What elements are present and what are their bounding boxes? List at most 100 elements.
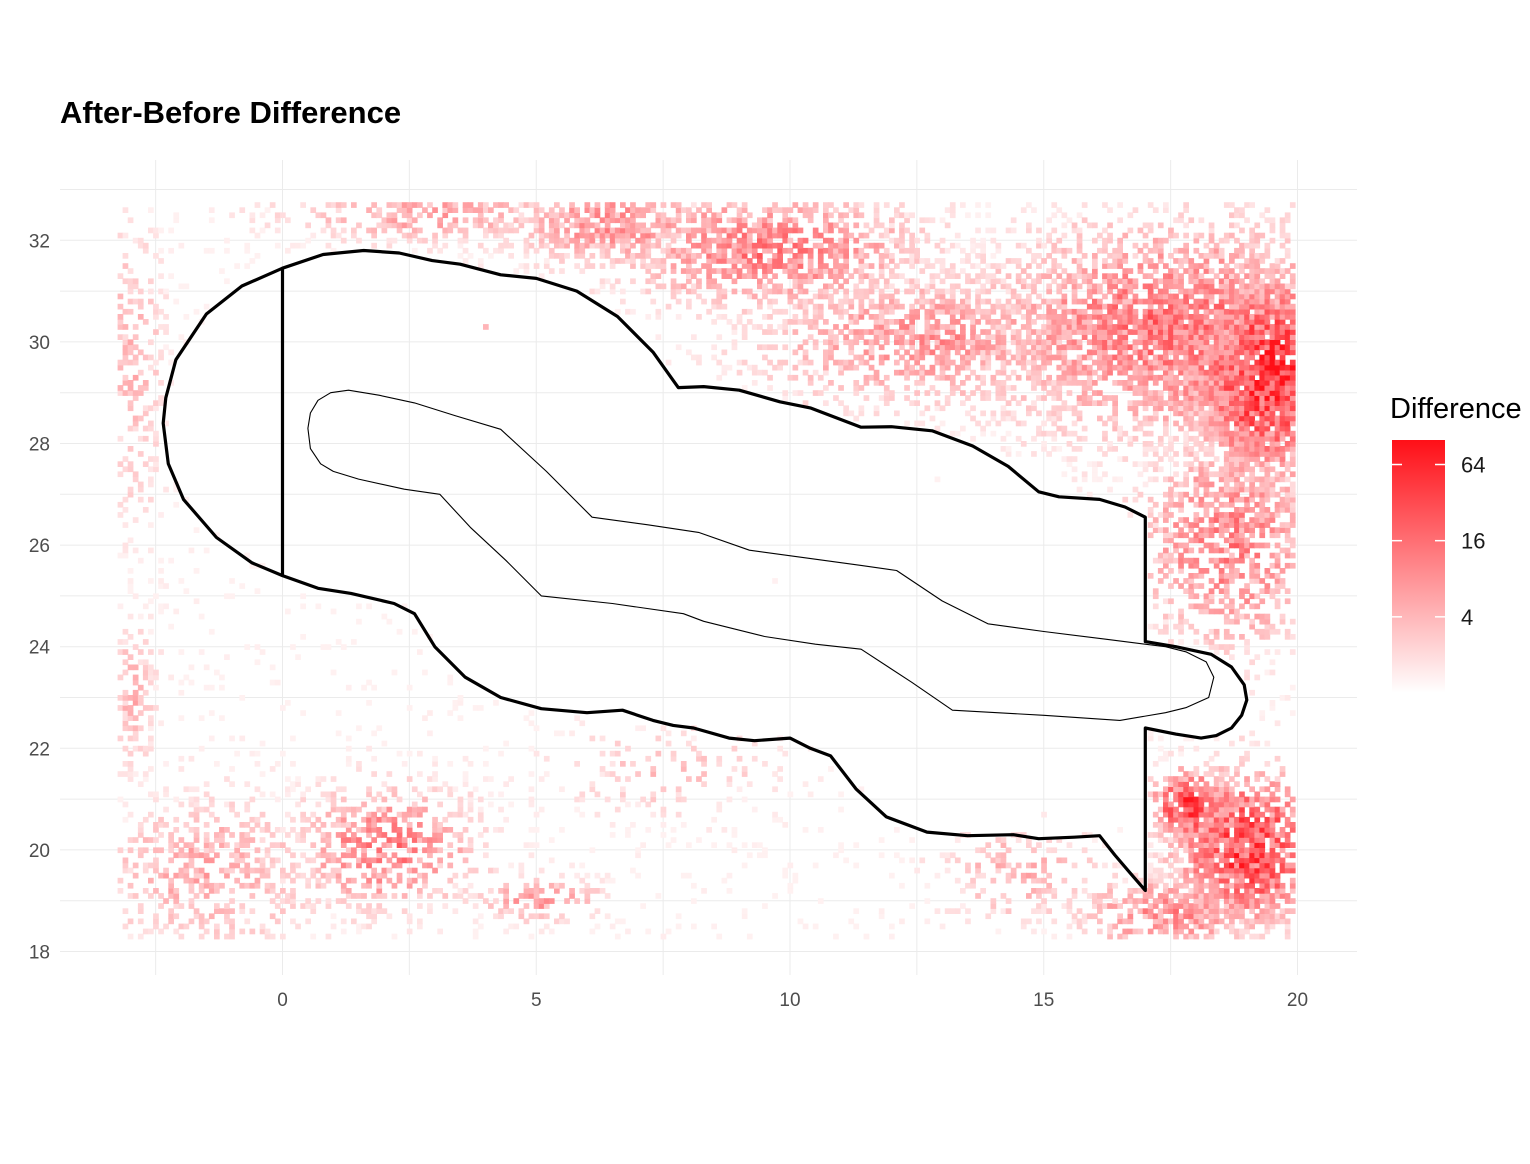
heat-tile [254,786,261,793]
heat-tile [579,720,586,727]
heat-tile [137,628,144,635]
heat-tile [929,334,936,340]
heat-tile [939,298,946,305]
heat-tile [1041,324,1047,330]
heat-tile [117,319,124,325]
heat-tile [797,918,804,925]
heat-tile [168,227,174,234]
heat-tile [477,705,484,711]
heat-tile [944,273,951,279]
heat-tile [325,796,332,803]
heat-tile [762,369,768,376]
heat-tile [746,364,753,371]
heat-tile [264,888,271,894]
heat-tile [838,385,844,391]
heat-tile [1051,227,1058,234]
heat-tile [1041,928,1047,935]
heat-tile [823,385,829,391]
heat-tile [1147,298,1154,305]
heat-tile [1132,872,1139,879]
heat-tile [975,288,981,295]
heat-tile [772,308,778,315]
heat-tile [1112,862,1118,869]
heat-tile [188,862,195,869]
heat-tile [1168,298,1174,305]
heat-tile [1152,400,1159,406]
heat-tile [1107,319,1113,325]
heat-tile [406,928,413,935]
heat-tile [203,893,210,899]
heat-tile [153,308,159,315]
heat-tile [980,339,986,346]
heat-tile [878,329,885,335]
heat-tile [1122,344,1129,351]
heat-tile [1198,471,1205,478]
heat-tile [1092,258,1098,264]
heat-tile [1132,314,1139,320]
heat-tile [1000,893,1007,899]
heat-tile [838,359,844,366]
heat-tile [137,684,144,691]
heat-tile [960,334,966,340]
heat-tile [853,908,860,914]
heat-tile [767,268,773,274]
heat-tile [1198,273,1205,279]
heat-tile [1031,405,1037,412]
heat-tile [954,334,961,340]
heat-tile [452,217,459,224]
heat-tile [1005,877,1012,884]
heat-tile [1117,359,1123,366]
heat-tile [645,314,652,320]
heat-tile [1117,258,1123,264]
heat-tile [137,700,144,706]
heat-tile [1066,405,1073,412]
heat-tile [1031,253,1037,259]
heat-tile [1173,501,1179,508]
heat-tile [178,852,185,859]
heat-tile [757,852,763,859]
heat-tile [406,827,413,833]
heat-tile [1163,791,1169,798]
heat-tile [406,867,413,874]
heat-tile [1183,258,1189,264]
heat-tile [990,319,997,325]
heat-tile [1147,441,1154,447]
heat-tile [1178,308,1184,315]
heat-tile [980,390,986,396]
heat-tile [533,202,540,208]
heat-tile [366,679,372,686]
heat-tile [417,837,423,843]
heat-tile [990,283,997,290]
heat-tile [939,288,946,295]
heat-tile [797,278,804,285]
heat-tile [1183,461,1189,467]
heat-tile [264,827,271,833]
heat-tile [1147,496,1154,503]
heat-tile [1076,400,1083,406]
heat-tile [391,212,398,219]
heat-tile [183,867,190,874]
heat-tile [1026,842,1032,848]
heat-tile [229,832,235,838]
heat-tile [1122,918,1129,925]
heat-tile [721,877,728,884]
heat-tile [853,314,860,320]
heat-tile [1152,314,1159,320]
heat-tile [1163,369,1169,376]
heat-tile [939,293,946,300]
heat-tile [1010,288,1017,295]
heat-tile [229,933,235,940]
heat-tile [736,222,743,229]
heat-tile [1183,349,1189,356]
heat-tile [1081,278,1088,285]
heat-tile [417,893,423,899]
heat-tile [711,227,717,234]
heat-tile [889,237,895,244]
heat-tile [1183,481,1189,488]
heat-tile [148,837,154,843]
heat-tile [924,283,931,290]
heat-tile [1178,827,1184,833]
heat-tile [853,385,860,391]
heat-tile [889,258,895,264]
heat-tile [564,217,570,224]
